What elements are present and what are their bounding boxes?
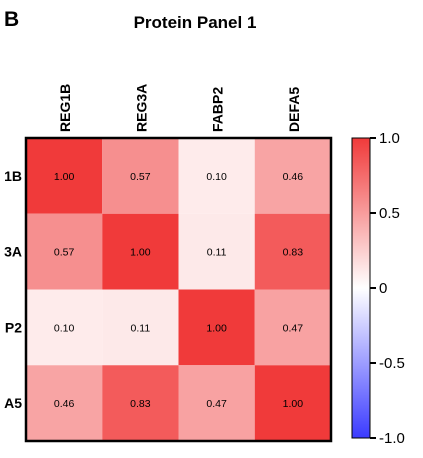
cell-value-label: 0.83 [283, 247, 304, 259]
cell-value-label: 0.11 [207, 247, 227, 259]
colorbar-tick-label: 1.0 [379, 130, 400, 147]
cell-value-label: 0.83 [130, 398, 151, 410]
cell-value-label: 0.47 [283, 322, 304, 334]
colorbar-tick-label: 0 [379, 280, 387, 297]
heatmap-cell [102, 213, 179, 290]
heatmap-cell [102, 289, 179, 366]
heatmap-cell [254, 138, 331, 214]
cell-value-label: 0.46 [54, 398, 75, 410]
heatmap-cell [254, 213, 331, 290]
cell-value-label: 0.46 [283, 171, 304, 183]
colorbar-ticks: 1.0 0.5 0 -0.5 -1.0 [370, 130, 405, 447]
heatmap-cells: 1.00 0.57 0.10 0.46 0.57 1.00 0.11 0.83 0.10 0.11… [26, 138, 331, 441]
heatmap-frame [24, 136, 333, 443]
heatmap-cell [26, 289, 103, 366]
row-label: A5 [4, 395, 22, 411]
cell-value-label: 1.00 [130, 247, 151, 259]
cell-value-label: 0.10 [206, 171, 227, 183]
heatmap-cell [26, 138, 103, 214]
heatmap-cell [178, 365, 255, 441]
heatmap-cell [254, 365, 331, 441]
row-label: 3A [4, 244, 22, 260]
colorbar-tick-label: 0.5 [379, 205, 400, 222]
column-labels: REG1B REG3A FABP2 DEFA5 [57, 84, 302, 132]
cell-value-label: 0.57 [54, 247, 75, 259]
heatmap-cell [26, 213, 103, 290]
cell-value-label: 1.00 [283, 398, 304, 410]
heatmap-cell [102, 138, 179, 214]
panel-letter: B [4, 8, 19, 31]
cell-value-label: 0.57 [130, 171, 151, 183]
heatmap-cell [254, 289, 331, 366]
heatmap-cell [26, 365, 103, 441]
column-label: REG1B [57, 84, 73, 132]
row-label: P2 [5, 319, 22, 335]
column-label: FABP2 [210, 87, 226, 132]
row-labels: 1B 3A P2 A5 [4, 168, 22, 411]
heatmap-cell [178, 213, 255, 290]
cell-value-label: 1.00 [54, 171, 75, 183]
colorbar-tick-label: -0.5 [379, 355, 405, 372]
cell-value-label: 0.47 [206, 398, 227, 410]
chart-title: Protein Panel 1 [134, 13, 257, 32]
cell-value-label: 0.10 [54, 322, 75, 334]
heatmap-cell [102, 365, 179, 441]
colorbar [351, 137, 371, 439]
column-label: REG3A [133, 84, 149, 132]
row-label: 1B [4, 168, 22, 184]
heatmap-cell [178, 289, 255, 366]
cell-value-label: 0.11 [131, 322, 151, 334]
colorbar-tick-label: -1.0 [379, 430, 405, 447]
heatmap-cell [178, 138, 255, 214]
column-label: DEFA5 [286, 87, 302, 132]
cell-value-label: 1.00 [206, 322, 227, 334]
